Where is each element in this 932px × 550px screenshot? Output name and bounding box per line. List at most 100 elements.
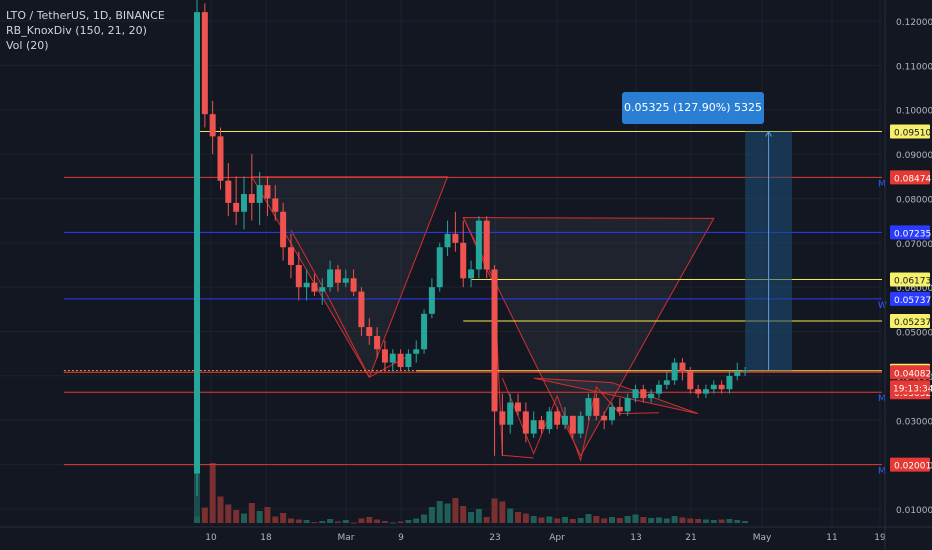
candle[interactable] [546,406,553,434]
candle-body [248,194,255,203]
candle[interactable] [350,269,357,297]
candle[interactable] [256,171,263,226]
candle[interactable] [577,411,584,439]
candle-body [702,389,709,394]
legend-volume[interactable]: Vol (20) [6,39,49,52]
candle[interactable] [240,176,247,230]
candle-body [334,269,341,283]
candle[interactable] [687,367,694,394]
candle[interactable] [616,398,623,416]
candle[interactable] [428,278,435,319]
candle[interactable] [194,0,200,496]
candle[interactable] [483,216,490,279]
candle[interactable] [319,278,326,305]
candle[interactable] [640,384,647,403]
candle[interactable] [295,251,302,301]
candle[interactable] [366,318,373,345]
candle-body [240,194,247,212]
candle[interactable] [601,411,608,430]
candle[interactable] [225,162,232,217]
candle[interactable] [515,393,522,416]
candle[interactable] [436,242,443,292]
candle[interactable] [374,327,381,359]
price-label-text: 0.05737 [894,296,931,306]
candle[interactable] [655,380,662,399]
volume-bar [663,518,670,523]
candle[interactable] [217,127,224,190]
candle[interactable] [264,176,271,217]
candle[interactable] [452,211,459,252]
candle[interactable] [342,269,349,288]
volume-bar [562,517,569,523]
candle[interactable] [381,340,388,372]
price-tick-label: 0.06000 [896,284,932,294]
level-marker: M [878,179,886,189]
candle[interactable] [201,3,208,128]
legend-symbol[interactable]: LTO / TetherUS, 1D, BINANCE [6,9,165,22]
candle-body [460,242,467,279]
candle[interactable] [632,384,639,403]
candle[interactable] [444,220,451,257]
candle[interactable] [663,371,670,390]
candle[interactable] [554,406,561,430]
candle[interactable] [742,367,749,376]
candle[interactable] [397,349,404,372]
candle-body [655,384,662,394]
candle[interactable] [624,393,631,416]
candle[interactable] [718,380,725,394]
candle[interactable] [562,406,569,430]
candle-body [413,349,420,354]
candle[interactable] [522,402,529,443]
candle[interactable] [593,393,600,421]
candle[interactable] [679,358,686,381]
volume-bar [554,518,561,523]
candle[interactable] [671,358,678,385]
candle[interactable] [233,176,240,226]
volume-bar [601,518,608,523]
time-tick-label: May [753,533,772,543]
candle[interactable] [311,273,318,297]
price-tick-label: 0.03000 [896,417,932,427]
candle[interactable] [468,260,475,288]
candle[interactable] [413,340,420,363]
candle[interactable] [608,402,615,425]
candle[interactable] [491,265,498,456]
candle[interactable] [734,362,741,381]
legend-indicator[interactable]: RB_KnoxDiv (150, 21, 20) [6,24,147,37]
candle[interactable] [507,393,514,434]
candle[interactable] [303,269,310,301]
volume-bar [726,519,733,523]
candle[interactable] [475,216,482,279]
candle[interactable] [334,265,341,292]
candle[interactable] [538,415,545,434]
candle[interactable] [460,220,467,288]
candle[interactable] [421,309,428,354]
candle[interactable] [499,393,506,456]
price-tick-label: 0.08000 [896,195,932,205]
candle[interactable] [569,415,576,439]
candle-body [287,247,294,265]
candle[interactable] [287,233,294,279]
candle[interactable] [585,393,592,421]
price-tick-label: 0.09000 [896,151,932,161]
candle[interactable] [405,349,412,372]
volume-bar [405,520,412,523]
candle[interactable] [327,260,334,292]
candle[interactable] [389,349,396,372]
candle[interactable] [358,287,365,336]
candle[interactable] [280,202,287,261]
candle[interactable] [726,371,733,394]
candle[interactable] [272,185,279,221]
candle[interactable] [530,411,537,439]
candle[interactable] [648,389,655,403]
candle[interactable] [248,154,255,221]
candle-body [280,211,287,248]
candle-body [428,287,435,314]
candle[interactable] [702,384,709,399]
candle[interactable] [209,100,216,155]
candle[interactable] [710,380,717,394]
candle[interactable] [695,384,702,399]
candle-body [554,411,561,425]
